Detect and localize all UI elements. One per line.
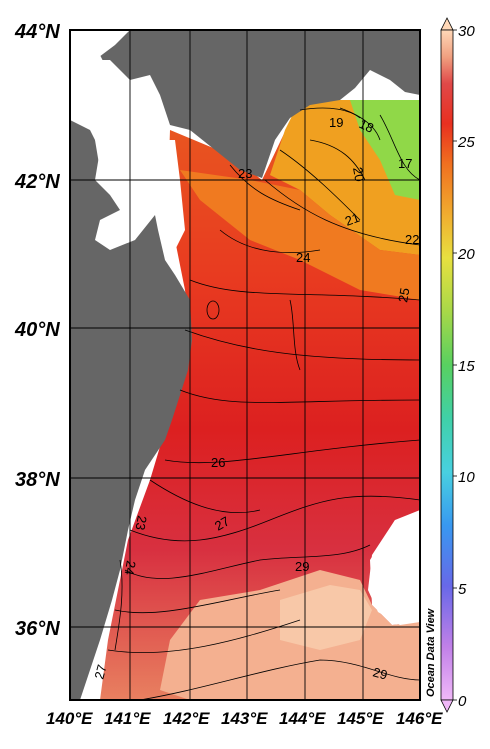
contour-label: 19 bbox=[329, 115, 343, 130]
lon-label-144: 144°E bbox=[279, 709, 326, 728]
colorbar-top-arrow bbox=[440, 17, 454, 31]
colorbar: 30 25 20 15 10 5 0 bbox=[440, 17, 475, 713]
no-data-east bbox=[368, 510, 420, 625]
lat-label-42: 42°N bbox=[14, 171, 60, 193]
colorbar-tick-25: 25 bbox=[457, 134, 475, 151]
contour-label: 21 bbox=[343, 210, 362, 229]
lat-label-44: 44°N bbox=[14, 21, 60, 43]
colorbar-tick-20: 20 bbox=[457, 246, 475, 263]
contour-label: 29 bbox=[371, 664, 389, 682]
warmest-water-area bbox=[280, 585, 372, 650]
lon-label-140: 140°E bbox=[46, 709, 93, 728]
lat-label-40: 40°N bbox=[14, 319, 60, 341]
coastal-no-data-2 bbox=[95, 135, 135, 175]
colorbar-bottom-arrow bbox=[440, 699, 454, 713]
contour-label: 22 bbox=[405, 232, 419, 247]
contour-label-group: 19 18 17 20 23 21 22 24 25 26 27 23 24 2… bbox=[91, 115, 419, 683]
contour-label: 18 bbox=[357, 116, 376, 136]
land-hokkaido bbox=[95, 30, 420, 178]
lon-label-142: 142°E bbox=[163, 709, 210, 728]
colorbar-tick-0: 0 bbox=[458, 693, 467, 710]
colorbar-tick-15: 15 bbox=[458, 358, 475, 375]
contour-label: 25 bbox=[395, 287, 412, 304]
lat-label-36: 36°N bbox=[15, 618, 60, 640]
coastal-no-data-1 bbox=[75, 55, 110, 100]
lon-label-146: 146°E bbox=[396, 709, 443, 728]
contour-label: 26 bbox=[211, 455, 225, 470]
contour-label: 27 bbox=[91, 663, 109, 681]
colorbar-tick-10: 10 bbox=[458, 469, 475, 486]
coastal-no-data-3 bbox=[150, 140, 185, 250]
contour-lines bbox=[107, 107, 420, 700]
latitude-axis: 44°N 42°N 40°N 38°N 36°N bbox=[14, 21, 60, 640]
cold-water-patch bbox=[350, 100, 420, 200]
contour-label: 23 bbox=[133, 514, 150, 531]
colorbar-ramp bbox=[440, 29, 454, 701]
colorbar-tick-5: 5 bbox=[458, 581, 467, 598]
contour-label: 27 bbox=[212, 513, 232, 533]
graticule bbox=[69, 29, 421, 701]
contour-label: 20 bbox=[350, 166, 367, 183]
land-honshu bbox=[70, 120, 192, 700]
lat-label-38: 38°N bbox=[15, 469, 60, 491]
contour-label: 17 bbox=[398, 156, 412, 171]
map-plot-area bbox=[70, 30, 420, 700]
orange-water-band bbox=[180, 170, 420, 300]
contour-label: 29 bbox=[295, 559, 309, 574]
ocean-data-view-credit: Ocean Data View bbox=[425, 607, 437, 697]
lon-label-145: 145°E bbox=[337, 709, 384, 728]
lon-label-141: 141°E bbox=[104, 709, 151, 728]
contour-label: 24 bbox=[296, 250, 310, 265]
contour-label: 24 bbox=[122, 559, 139, 576]
longitude-axis: 140°E 141°E 142°E 143°E 144°E 145°E 146°… bbox=[46, 709, 443, 728]
colorbar-tick-30: 30 bbox=[458, 23, 475, 40]
contour-label: 23 bbox=[238, 166, 252, 181]
lon-label-143: 143°E bbox=[221, 709, 268, 728]
